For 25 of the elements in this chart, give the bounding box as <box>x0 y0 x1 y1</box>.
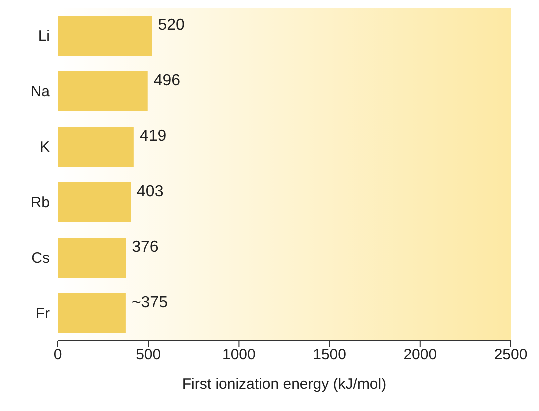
data-label: 419 <box>140 128 167 145</box>
x-axis-title: First ionization energy (kJ/mol) <box>182 376 387 393</box>
x-tick-label: 1000 <box>222 346 256 364</box>
data-label: ~375 <box>132 294 168 312</box>
bar <box>58 72 148 112</box>
y-tick-label: Fr <box>36 306 50 323</box>
bar <box>58 238 126 278</box>
data-label: 496 <box>154 72 181 90</box>
y-tick-label: Rb <box>30 194 50 212</box>
x-tick-label: 2000 <box>404 346 438 364</box>
x-tick-label: 1500 <box>313 346 346 364</box>
x-tick-label: 0 <box>54 346 62 364</box>
bar <box>58 16 152 56</box>
y-tick-label: Cs <box>32 250 50 268</box>
y-tick-label: Li <box>38 28 50 46</box>
bar <box>58 182 132 222</box>
y-tick-label: K <box>40 139 50 156</box>
data-label: 520 <box>158 17 186 34</box>
bar <box>58 294 126 334</box>
x-tick-label: 500 <box>136 346 162 364</box>
y-tick-label: Na <box>30 84 51 101</box>
data-label: 403 <box>137 184 164 200</box>
x-tick-label: 2500 <box>494 346 528 364</box>
data-label: 376 <box>132 239 159 256</box>
bar <box>58 127 134 167</box>
